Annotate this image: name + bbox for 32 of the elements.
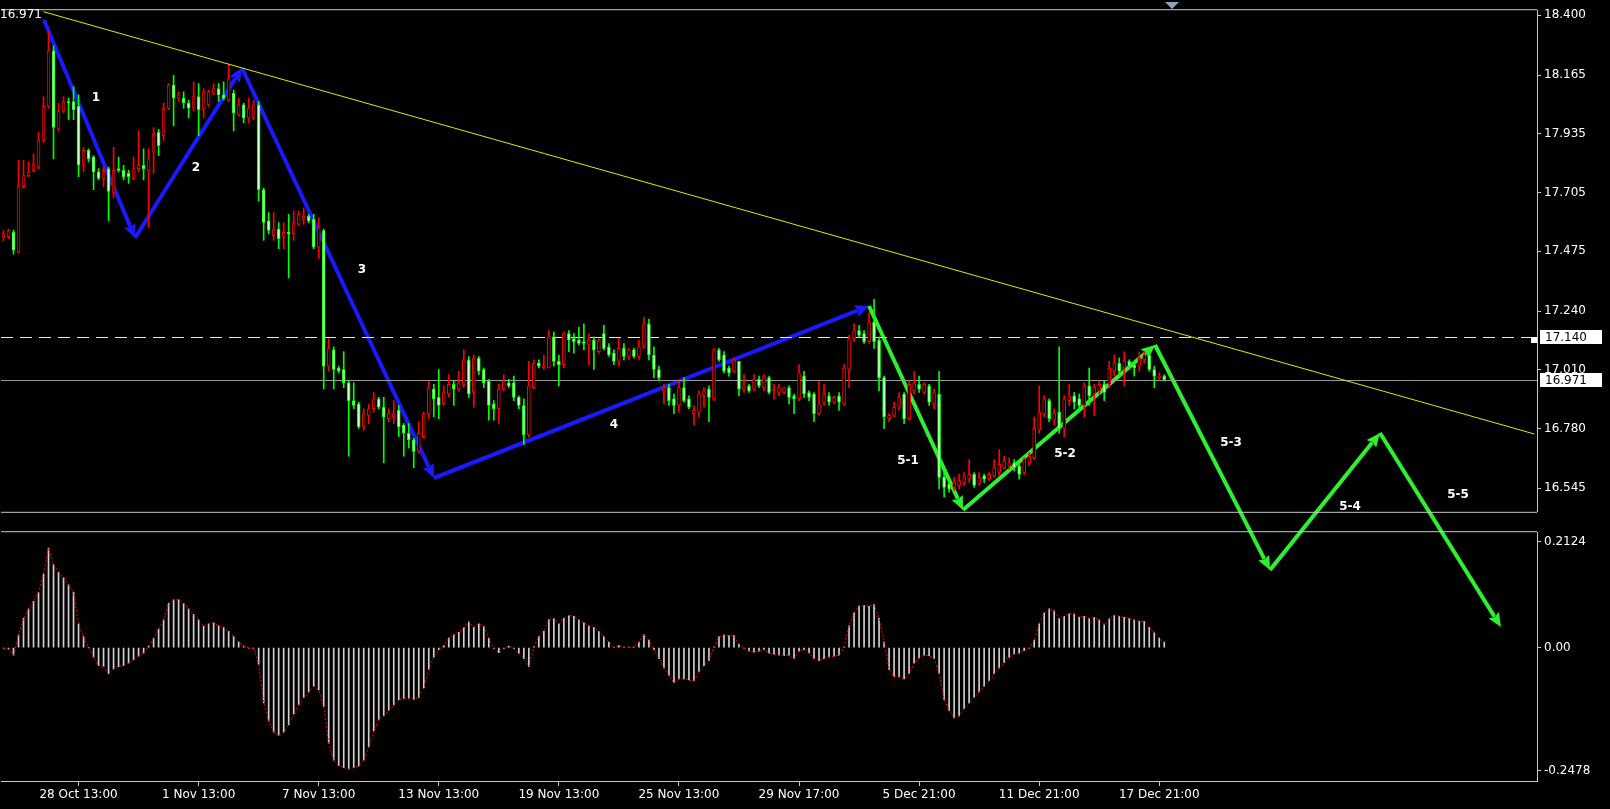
y-tick-label: 17.475 bbox=[1544, 243, 1586, 258]
annotation: 5-4 bbox=[1339, 499, 1361, 513]
annotation: 5-2 bbox=[1054, 446, 1076, 460]
x-tick-label: 1 Nov 13:00 bbox=[162, 787, 236, 802]
annotation: 4 bbox=[609, 417, 619, 431]
y-tick-label: 17.935 bbox=[1544, 126, 1586, 140]
annotation: 5-1 bbox=[897, 453, 919, 467]
x-tick-label: 29 Nov 17:00 bbox=[758, 787, 840, 802]
y-tick-label: -0.2478 bbox=[1544, 763, 1591, 778]
annotation: 5-5 bbox=[1447, 487, 1469, 501]
x-tick-label: 5 Dec 21:00 bbox=[882, 787, 956, 802]
annotation: 2 bbox=[191, 160, 201, 174]
x-tick-label: 28 Oct 13:00 bbox=[39, 787, 118, 802]
y-tick-label: 0.00 bbox=[1544, 639, 1571, 654]
y-tick-label: 0.2124 bbox=[1544, 534, 1586, 549]
x-tick-label: 25 Nov 13:00 bbox=[638, 787, 720, 802]
annotation: 16.971 bbox=[0, 7, 42, 21]
x-tick-label: 11 Dec 21:00 bbox=[998, 787, 1080, 802]
annotation: 5-3 bbox=[1220, 435, 1242, 449]
y-tick-label: 16.545 bbox=[1544, 480, 1586, 495]
x-tick-label: 13 Nov 13:00 bbox=[398, 787, 480, 802]
y-tick-label: 18.400 bbox=[1544, 7, 1586, 22]
y-tick-label: 16.780 bbox=[1544, 420, 1586, 435]
ref-line-label: 17.140 bbox=[1545, 329, 1587, 344]
y-tick-label: 17.240 bbox=[1544, 303, 1586, 318]
annotation: 3 bbox=[357, 262, 367, 276]
annotation: 1 bbox=[91, 90, 101, 104]
y-tick-label: 17.705 bbox=[1544, 184, 1586, 199]
x-tick-label: 19 Nov 13:00 bbox=[518, 787, 600, 802]
x-tick-label: 17 Dec 21:00 bbox=[1118, 787, 1200, 802]
x-tick-label: 7 Nov 13:00 bbox=[282, 787, 356, 802]
y-tick-label: 18.165 bbox=[1544, 67, 1586, 82]
